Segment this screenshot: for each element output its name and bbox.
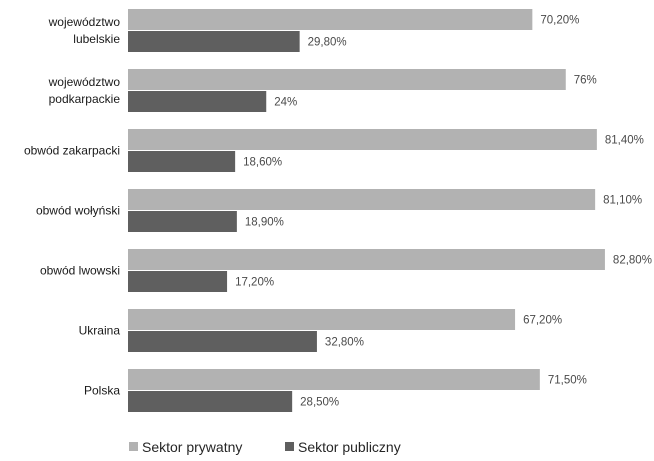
legend-label-private: Sektor prywatny [142, 439, 242, 455]
bar-private-3 [128, 189, 596, 210]
category-label-line: obwód zakarpacki [24, 144, 120, 158]
category-label-line: Ukraina [79, 324, 121, 338]
data-label-private-6: 71,50% [548, 375, 587, 387]
category-label-3: obwód wołyński [36, 204, 120, 218]
category-label-line: województwo [48, 75, 121, 89]
data-label-public-1: 24% [274, 97, 297, 109]
data-label-private-2: 81,40% [605, 135, 644, 147]
data-label-public-4: 17,20% [235, 277, 274, 289]
category-label-line: lubelskie [73, 32, 120, 46]
category-label-line: województwo [48, 15, 121, 29]
data-label-private-5: 67,20% [523, 315, 562, 327]
data-label-private-1: 76% [574, 75, 597, 87]
category-label-line: obwód wołyński [36, 204, 120, 218]
bar-private-4 [128, 249, 605, 270]
bar-private-6 [128, 369, 540, 390]
legend-swatch-private [129, 442, 138, 451]
data-label-public-0: 29,80% [308, 37, 347, 49]
bar-public-6 [128, 391, 293, 412]
bar-public-4 [128, 271, 228, 292]
category-label-line: Polska [84, 384, 120, 398]
category-label-line: podkarpackie [49, 92, 121, 106]
data-label-public-6: 28,50% [300, 397, 339, 409]
bar-private-0 [128, 9, 533, 30]
bar-private-5 [128, 309, 516, 330]
category-label-2: obwód zakarpacki [24, 144, 120, 158]
category-label-0: województwo lubelskie [48, 15, 121, 46]
data-label-public-3: 18,90% [245, 217, 284, 229]
data-label-public-2: 18,60% [243, 157, 282, 169]
bar-private-2 [128, 129, 597, 150]
data-label-private-3: 81,10% [603, 195, 642, 207]
category-label-1: województwo podkarpackie [48, 75, 121, 106]
bar-public-0 [128, 31, 300, 52]
data-label-private-4: 82,80% [613, 255, 652, 267]
data-label-public-5: 32,80% [325, 337, 364, 349]
legend: Sektor prywatny Sektor publiczny [129, 439, 401, 455]
bar-public-5 [128, 331, 317, 352]
bar-private-1 [128, 69, 566, 90]
category-label-6: Polska [84, 384, 120, 398]
category-label-4: obwód lwowski [40, 264, 120, 278]
bar-public-2 [128, 151, 236, 172]
plot-area: 70,20% 29,80% województwo lubelskie 76% 24% wo… [24, 9, 652, 412]
category-label-5: Ukraina [79, 324, 121, 338]
bar-public-1 [128, 91, 267, 112]
legend-swatch-public [285, 442, 294, 451]
data-label-private-0: 70,20% [540, 15, 579, 27]
category-label-line: obwód lwowski [40, 264, 120, 278]
legend-label-public: Sektor publiczny [298, 439, 401, 455]
bar-public-3 [128, 211, 237, 232]
